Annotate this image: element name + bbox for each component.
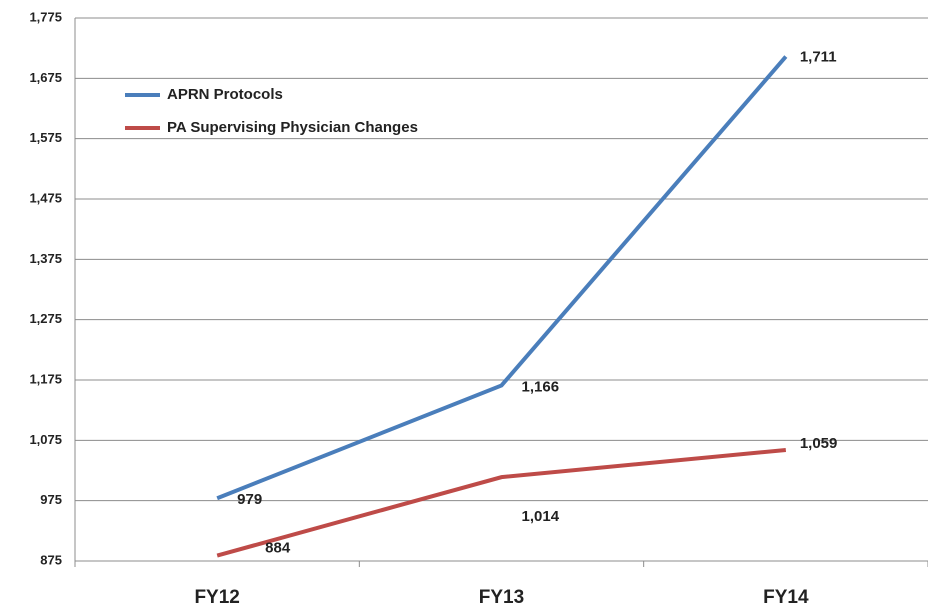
x-tick-label: FY12 bbox=[194, 587, 239, 608]
value-label: 884 bbox=[265, 540, 291, 557]
series-line bbox=[216, 55, 788, 501]
y-tick-label: 1,075 bbox=[29, 432, 62, 447]
y-tick-label: 1,375 bbox=[29, 251, 62, 266]
x-tick-label: FY14 bbox=[763, 587, 809, 608]
y-tick-label: 1,575 bbox=[29, 130, 62, 145]
y-tick-label: 1,675 bbox=[29, 70, 62, 85]
value-label: 979 bbox=[237, 491, 262, 508]
value-label: 1,711 bbox=[800, 49, 837, 66]
y-tick-label: 875 bbox=[40, 552, 62, 567]
legend-label: PA Supervising Physician Changes bbox=[167, 119, 418, 136]
y-tick-label: 1,775 bbox=[29, 9, 62, 24]
x-tick-label: FY13 bbox=[479, 587, 524, 608]
series-line bbox=[216, 447, 787, 558]
value-label: 1,166 bbox=[522, 378, 560, 395]
y-tick-label: 1,475 bbox=[29, 190, 62, 205]
y-tick-label: 975 bbox=[40, 492, 62, 507]
legend-label: APRN Protocols bbox=[167, 86, 283, 103]
value-label: 1,059 bbox=[800, 435, 838, 452]
y-tick-label: 1,275 bbox=[29, 311, 62, 326]
y-tick-label: 1,175 bbox=[29, 371, 62, 386]
value-label: 1,014 bbox=[522, 508, 560, 525]
